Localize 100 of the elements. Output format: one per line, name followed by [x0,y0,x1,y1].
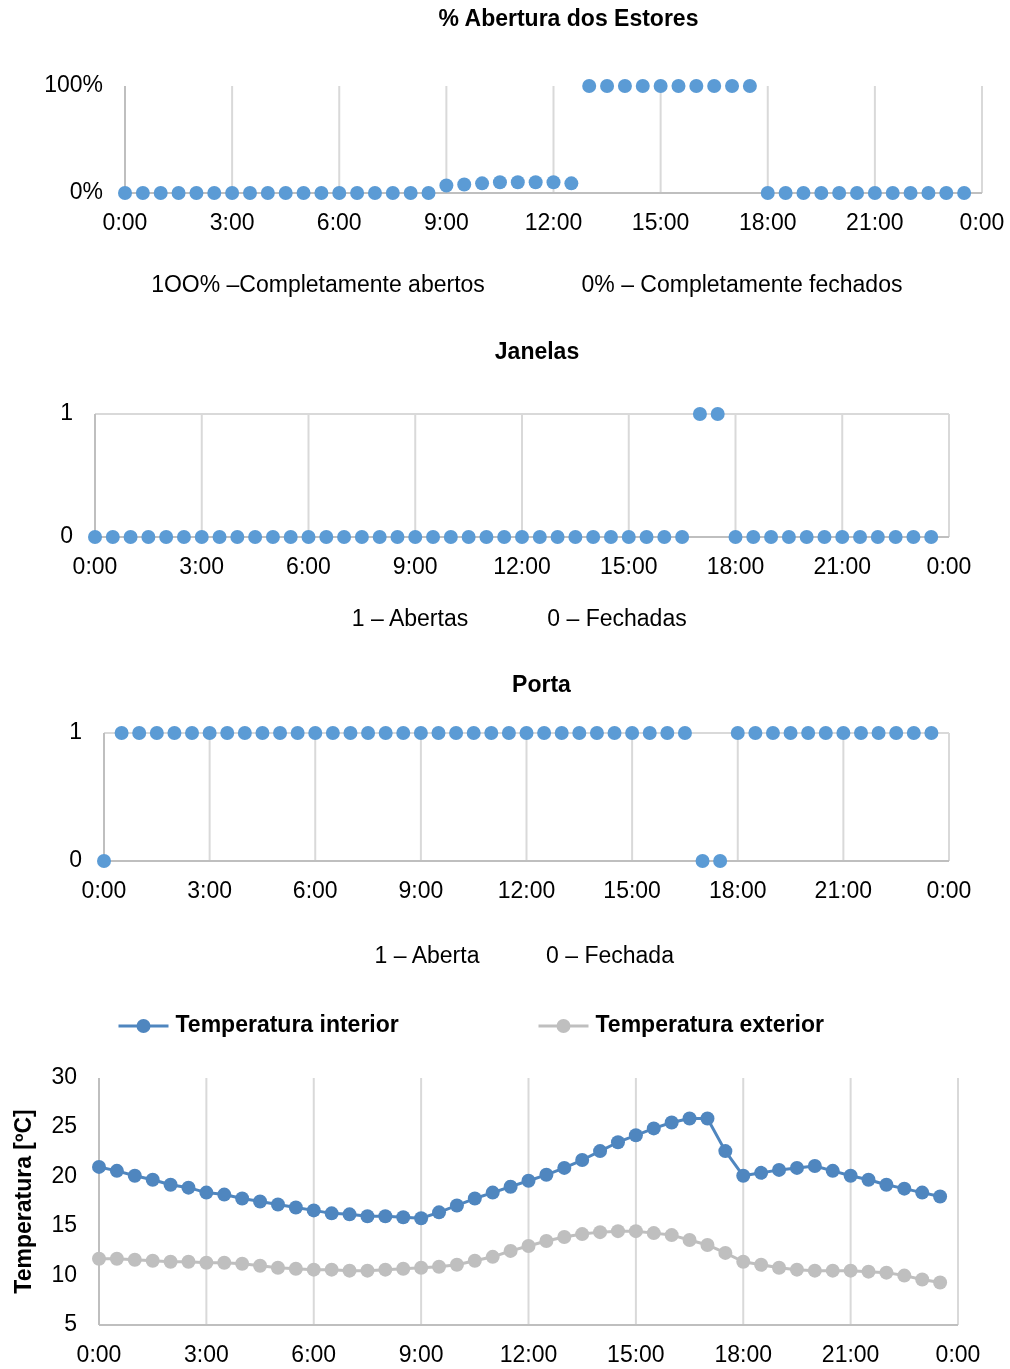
point [664,1228,679,1243]
y-tick-label: 100% [44,71,103,98]
point [109,1163,124,1178]
point [897,1181,912,1196]
point [617,79,632,93]
point [503,1179,518,1194]
x-tick-label: 0:00 [959,209,1005,236]
x-tick-label: 9:00 [398,877,444,904]
point [92,1251,106,1266]
point [689,79,704,93]
point [915,1272,930,1287]
point [485,1185,500,1200]
x-tick-label: 18:00 [708,877,767,904]
point [564,176,579,191]
point [921,186,936,200]
point [789,1262,804,1277]
point [296,186,311,200]
point [933,1275,948,1290]
point [575,1153,590,1167]
point [754,1257,769,1272]
point [718,1144,733,1159]
point [879,1177,894,1192]
point [825,1163,840,1178]
point [646,1121,661,1136]
point [789,1160,804,1175]
point [575,1227,590,1242]
point [814,186,829,200]
point [718,1245,733,1260]
point [314,186,329,200]
x-tick-label: 3:00 [183,1341,229,1368]
point [861,1264,876,1279]
point [253,1194,268,1209]
point [879,1265,894,1280]
point [628,1224,643,1239]
point [235,1256,250,1271]
point [939,186,954,200]
point [163,1254,178,1269]
x-tick-label: 21:00 [821,1341,880,1368]
point [796,186,811,200]
point [217,1255,232,1270]
point [593,1225,608,1240]
text: 1 – Aberta [374,942,480,969]
point [682,1111,697,1126]
point [324,1206,339,1221]
chart-title: % Abertura dos Estores [438,5,699,32]
text: 0% – Completamente fechados [581,271,903,298]
point [646,1226,661,1241]
x-tick-label: 0:00 [935,1341,981,1368]
point [557,1230,572,1245]
point [610,1135,625,1150]
point [760,186,775,200]
point [772,1162,787,1177]
text: 1 – Abertas [351,605,469,632]
point [127,1252,142,1267]
point [843,1168,858,1183]
x-tick-label: 12:00 [497,877,556,904]
point [135,186,150,200]
point [754,1165,769,1180]
chart-title: Janelas [494,338,580,365]
point [449,1257,464,1272]
x-tick-label: 21:00 [846,209,904,236]
point [396,1210,411,1225]
point [707,79,722,93]
point [288,1200,303,1215]
y-tick-label: 25 [51,1112,77,1139]
x-tick-label: 0:00 [926,553,972,580]
point [367,186,382,200]
point [421,186,436,200]
point [332,186,347,200]
point [807,1158,822,1173]
point [270,1260,285,1275]
chart-title: Porta [512,671,572,698]
point [360,1263,375,1278]
point [861,1172,876,1187]
x-tick-label: 6:00 [286,553,331,580]
point [439,178,454,193]
point [635,79,650,93]
x-tick-label: 3:00 [179,553,225,580]
x-tick-label: 21:00 [814,877,873,904]
x-tick-label: 12:00 [493,553,551,580]
x-tick-label: 0:00 [72,553,118,580]
point [546,175,561,190]
point [457,177,472,192]
point [736,1168,751,1183]
x-tick-label: 21:00 [813,553,872,580]
point [843,1263,858,1278]
point [897,1268,912,1283]
y-tick-label: 0 [69,846,82,873]
point [145,1172,160,1187]
point [288,1261,303,1276]
x-tick-label: 15:00 [599,553,658,580]
point [825,1263,840,1278]
x-tick-label: 0:00 [102,209,148,236]
point [600,79,615,93]
x-tick-label: 18:00 [714,1341,773,1368]
point [610,1224,625,1239]
point [850,186,865,200]
x-tick-label: 18:00 [706,553,765,580]
point [903,186,918,200]
point [492,175,507,190]
